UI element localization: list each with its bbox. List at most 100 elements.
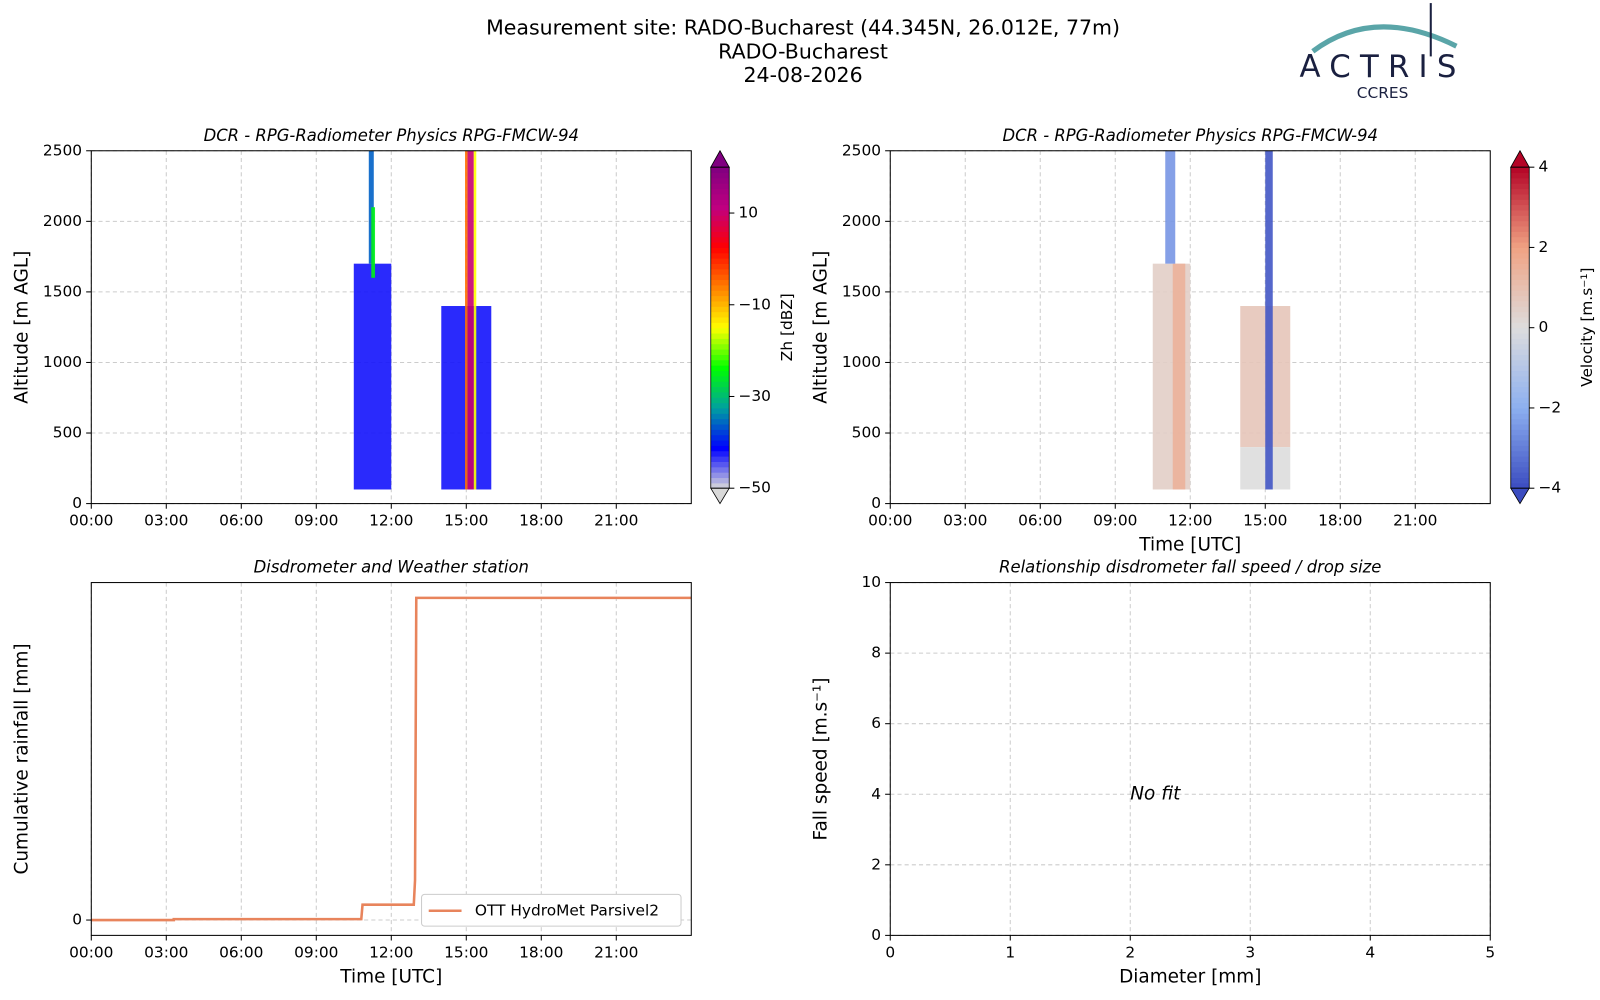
colorbar-segment	[710, 333, 730, 339]
colorbar-segment	[710, 316, 730, 323]
y-tick-label: 1500	[842, 282, 881, 300]
axes-frame	[889, 150, 1491, 505]
colorbar-segment	[1510, 434, 1530, 441]
colorbar-segment	[710, 263, 730, 270]
colorbar-tick-label: −4	[1538, 479, 1561, 497]
y-tick-label: 1500	[43, 282, 82, 300]
x-tick-label: 03:00	[144, 943, 188, 961]
panel-title: DCR - RPG-Radiometer Physics RPG-FMCW-94	[204, 126, 579, 145]
colorbar-segment	[710, 290, 730, 297]
colorbar-segment	[710, 343, 730, 350]
colorbar-segment	[710, 258, 730, 264]
colorbar-segment	[1510, 183, 1530, 190]
heatmap-cell	[353, 263, 392, 490]
colorbar-segment	[1510, 386, 1530, 393]
figure-date: 24-08-2026	[744, 63, 863, 87]
x-tick-label: 00:00	[69, 943, 113, 961]
colorbar-segment	[1510, 359, 1530, 366]
colorbar-segment	[710, 391, 730, 398]
colorbar-segment	[1510, 418, 1530, 425]
colorbar-segment	[710, 424, 730, 430]
colorbar-tick-label: −50	[738, 479, 770, 497]
x-tick-label: 3	[1245, 943, 1255, 961]
figure-title: Measurement site: RADO-Bucharest (44.345…	[486, 16, 1120, 40]
colorbar-segment	[710, 482, 730, 489]
y-tick-label: 10	[861, 573, 881, 591]
colorbar-segment	[710, 199, 730, 206]
colorbar-segment	[1510, 375, 1530, 382]
colorbar-tick-label: 2	[1538, 238, 1548, 256]
x-tick-label: 12:00	[1168, 512, 1212, 530]
y-axis-label: Cumulative rainfall [mm]	[12, 643, 33, 874]
colorbar-segment	[1510, 258, 1530, 264]
x-axis-label: Time [UTC]	[339, 966, 442, 987]
colorbar-tick-label: −30	[738, 387, 770, 405]
x-tick-label: 21:00	[1393, 512, 1437, 530]
x-axis-label: Diameter [mm]	[1119, 966, 1261, 987]
colorbar-extend	[710, 487, 730, 505]
colorbar-segment	[710, 188, 730, 195]
colorbar-segment	[1510, 172, 1530, 179]
colorbar-segment	[710, 466, 730, 473]
x-tick-label: 5	[1485, 943, 1495, 961]
colorbar-segment	[710, 381, 730, 388]
colorbar-segment	[1510, 456, 1530, 462]
colorbar-segment	[710, 440, 730, 446]
colorbar-segment	[710, 193, 730, 200]
colorbar-segment	[1510, 220, 1530, 227]
colorbar-segment	[710, 268, 730, 275]
colorbar-segment	[710, 413, 730, 420]
heatmap-cell	[1172, 263, 1186, 490]
figure-site: RADO-Bucharest	[718, 39, 888, 63]
colorbar-segment	[710, 172, 730, 179]
colorbar-segment	[1510, 327, 1530, 334]
colorbar-segment	[1510, 424, 1530, 430]
colorbar-segment	[710, 477, 730, 484]
colorbar-segment	[1510, 188, 1530, 195]
y-tick-label: 6	[871, 714, 881, 732]
colorbar-segment	[1510, 397, 1530, 404]
colorbar-extend	[1510, 149, 1530, 168]
colorbar-segment	[1510, 482, 1530, 489]
colorbar-segment	[710, 407, 730, 414]
colorbar-segment	[1510, 333, 1530, 339]
logo: ACTRIS	[1300, 49, 1466, 85]
colorbar-segment	[710, 306, 730, 313]
colorbar-segment	[710, 322, 730, 329]
colorbar-label: Zh [dBZ]	[778, 293, 796, 361]
legend-label: OTT HydroMet Parsivel2	[475, 901, 659, 919]
colorbar-segment	[1510, 477, 1530, 484]
colorbar-segment	[1510, 338, 1530, 345]
colorbar-segment	[710, 209, 730, 216]
colorbar-segment	[1510, 343, 1530, 350]
x-tick-label: 09:00	[294, 943, 338, 961]
x-tick-label: 4	[1365, 943, 1375, 961]
colorbar-tick-label: 4	[1538, 158, 1548, 176]
y-tick-label: 2000	[842, 212, 881, 230]
colorbar-segment	[1510, 167, 1530, 174]
colorbar-segment	[1510, 413, 1530, 420]
x-tick-label: 00:00	[69, 512, 113, 530]
colorbar-segment	[710, 450, 730, 457]
heatmap-cell	[465, 150, 468, 490]
colorbar-segment	[1510, 215, 1530, 222]
colorbar-segment	[1510, 247, 1530, 254]
x-tick-label: 21:00	[594, 512, 638, 530]
colorbar-tick-label: 0	[1538, 318, 1548, 336]
colorbar-segment	[1510, 209, 1530, 216]
y-tick-label: 8	[871, 644, 881, 662]
colorbar-segment	[710, 365, 730, 372]
y-axis-label: Fall speed [m.s⁻¹]	[811, 677, 832, 840]
x-tick-label: 06:00	[219, 943, 263, 961]
y-tick-label: 1000	[842, 353, 881, 371]
x-tick-label: 21:00	[594, 943, 638, 961]
colorbar-segment	[1510, 370, 1530, 377]
colorbar-segment	[710, 231, 730, 238]
colorbar-segment	[1510, 236, 1530, 243]
colorbar-segment	[1510, 290, 1530, 297]
colorbar-segment	[710, 359, 730, 366]
colorbar-segment	[1510, 354, 1530, 361]
y-tick-label: 0	[72, 494, 82, 512]
